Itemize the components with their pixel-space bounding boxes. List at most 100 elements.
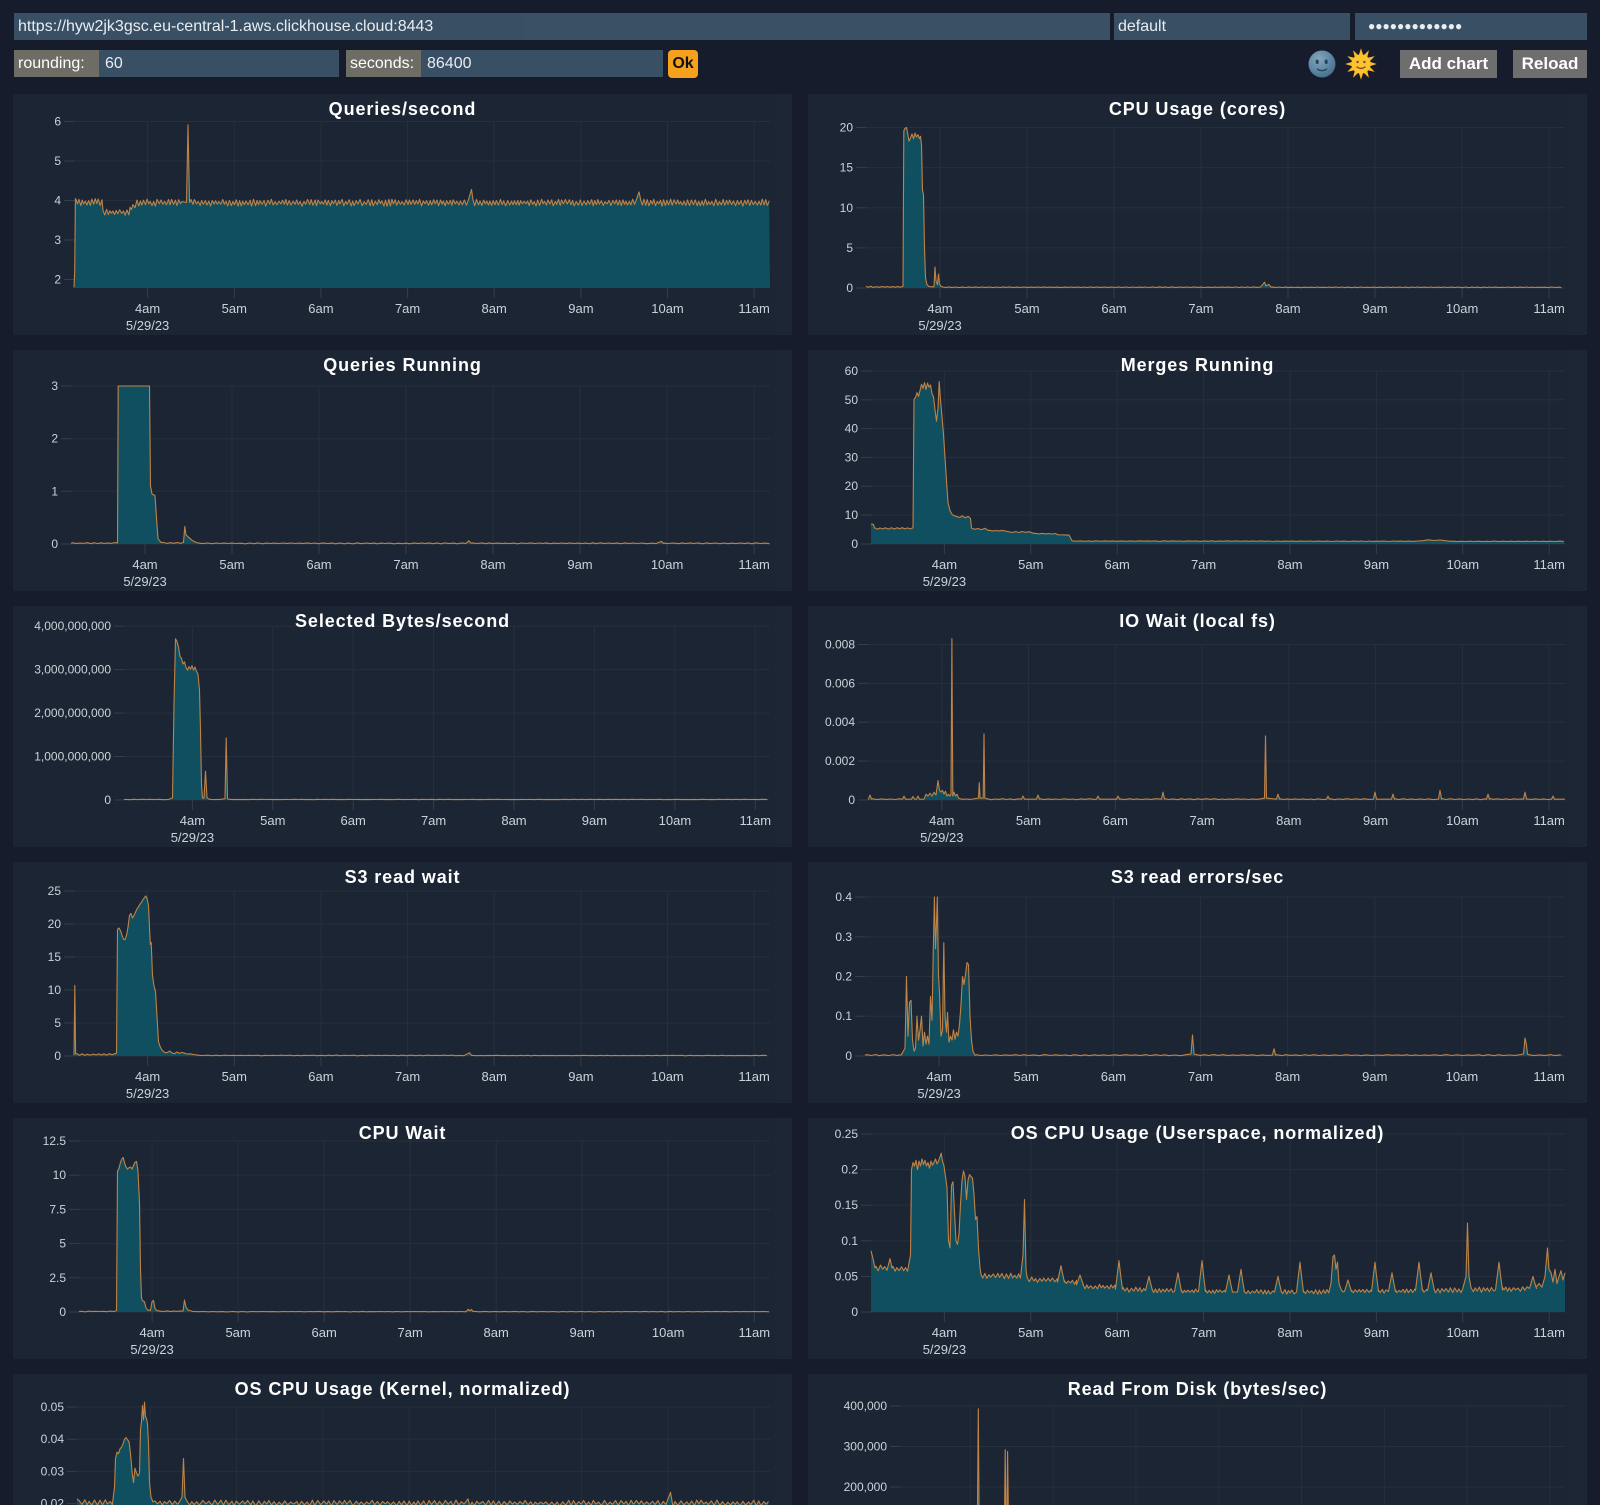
svg-text:6am: 6am: [1103, 813, 1128, 828]
svg-text:20: 20: [845, 479, 859, 493]
svg-text:7am: 7am: [1188, 301, 1213, 316]
svg-text:4am: 4am: [132, 557, 157, 572]
svg-text:5/29/23: 5/29/23: [920, 830, 963, 845]
svg-text:0.002: 0.002: [825, 754, 855, 768]
svg-text:9am: 9am: [568, 301, 593, 316]
svg-text:11am: 11am: [738, 557, 770, 572]
svg-text:8am: 8am: [1277, 557, 1302, 572]
svg-text:6am: 6am: [306, 557, 331, 572]
svg-text:2: 2: [54, 273, 61, 287]
svg-text:40: 40: [845, 422, 859, 436]
svg-text:6am: 6am: [312, 1325, 337, 1340]
svg-text:7am: 7am: [1189, 813, 1214, 828]
svg-text:15: 15: [840, 161, 854, 175]
svg-text:25: 25: [48, 884, 62, 898]
svg-text:0.3: 0.3: [835, 930, 852, 944]
svg-text:5/29/23: 5/29/23: [923, 574, 966, 589]
svg-text:Read From Disk (bytes/sec): Read From Disk (bytes/sec): [1068, 1379, 1327, 1399]
svg-text:5/29/23: 5/29/23: [917, 1086, 960, 1101]
svg-text:6am: 6am: [1101, 1069, 1126, 1084]
svg-text:7am: 7am: [398, 1325, 423, 1340]
svg-text:5/29/23: 5/29/23: [126, 1086, 169, 1101]
svg-text:10am: 10am: [1447, 1325, 1480, 1340]
svg-text:0.008: 0.008: [825, 638, 855, 652]
svg-text:11am: 11am: [1533, 813, 1565, 828]
svg-text:5/29/23: 5/29/23: [918, 318, 961, 333]
svg-text:8am: 8am: [480, 557, 505, 572]
svg-text:2.5: 2.5: [49, 1271, 66, 1285]
svg-text:3,000,000,000: 3,000,000,000: [34, 663, 111, 677]
svg-text:11am: 11am: [1533, 301, 1565, 316]
svg-text:5am: 5am: [225, 1325, 250, 1340]
svg-text:0.25: 0.25: [835, 1127, 859, 1141]
svg-text:S3 read wait: S3 read wait: [345, 867, 461, 887]
svg-text:4: 4: [54, 194, 61, 208]
svg-text:10am: 10am: [652, 1325, 685, 1340]
svg-text:8am: 8am: [482, 301, 507, 316]
svg-text:7.5: 7.5: [49, 1202, 66, 1216]
svg-text:5am: 5am: [1014, 1069, 1039, 1084]
svg-text:5am: 5am: [260, 813, 285, 828]
svg-text:9am: 9am: [1364, 1325, 1389, 1340]
svg-text:5am: 5am: [1016, 813, 1041, 828]
svg-text:0.4: 0.4: [835, 890, 852, 904]
svg-text:4am: 4am: [932, 557, 957, 572]
svg-text:IO Wait (local fs): IO Wait (local fs): [1119, 611, 1276, 631]
svg-text:Selected Bytes/second: Selected Bytes/second: [295, 611, 510, 631]
svg-text:0.03: 0.03: [41, 1464, 65, 1478]
svg-text:5am: 5am: [1018, 1325, 1043, 1340]
svg-text:8am: 8am: [1275, 301, 1300, 316]
svg-text:0: 0: [59, 1305, 66, 1319]
svg-text:5am: 5am: [1014, 301, 1039, 316]
svg-text:15: 15: [48, 950, 62, 964]
svg-text:5/29/23: 5/29/23: [126, 318, 169, 333]
svg-text:9am: 9am: [1362, 301, 1387, 316]
svg-text:8am: 8am: [1277, 1325, 1302, 1340]
svg-text:7am: 7am: [395, 301, 420, 316]
svg-text:4am: 4am: [927, 301, 952, 316]
svg-text:400,000: 400,000: [844, 1399, 888, 1413]
svg-text:0.1: 0.1: [835, 1009, 852, 1023]
svg-text:4am: 4am: [932, 1325, 957, 1340]
svg-text:0.05: 0.05: [41, 1400, 65, 1414]
svg-text:5/29/23: 5/29/23: [923, 1342, 966, 1357]
svg-text:6: 6: [54, 115, 61, 129]
svg-text:10am: 10am: [651, 301, 684, 316]
svg-text:4am: 4am: [926, 1069, 951, 1084]
svg-text:0.15: 0.15: [835, 1198, 859, 1212]
svg-text:20: 20: [840, 121, 854, 135]
svg-text:0: 0: [848, 793, 855, 807]
svg-text:11am: 11am: [738, 1069, 770, 1084]
svg-text:30: 30: [845, 450, 859, 464]
svg-text:0.2: 0.2: [841, 1163, 858, 1177]
svg-text:6am: 6am: [1105, 1325, 1130, 1340]
svg-text:10: 10: [48, 983, 62, 997]
svg-text:1: 1: [51, 484, 58, 498]
svg-text:10am: 10am: [1446, 1069, 1479, 1084]
svg-text:4am: 4am: [180, 813, 205, 828]
svg-text:5am: 5am: [219, 557, 244, 572]
svg-text:7am: 7am: [421, 813, 446, 828]
svg-text:OS CPU Usage (Userspace, norma: OS CPU Usage (Userspace, normalized): [1011, 1123, 1385, 1143]
svg-text:7am: 7am: [1191, 557, 1216, 572]
svg-text:5: 5: [54, 1016, 61, 1030]
svg-text:6am: 6am: [341, 813, 366, 828]
svg-text:Queries Running: Queries Running: [323, 355, 482, 375]
svg-text:8am: 8am: [484, 1325, 509, 1340]
svg-text:2,000,000,000: 2,000,000,000: [34, 706, 111, 720]
svg-text:300,000: 300,000: [844, 1440, 888, 1454]
svg-text:9am: 9am: [582, 813, 607, 828]
svg-text:6am: 6am: [1101, 301, 1126, 316]
svg-text:11am: 11am: [739, 1325, 771, 1340]
svg-text:0.004: 0.004: [825, 715, 855, 729]
svg-text:0.04: 0.04: [41, 1432, 65, 1446]
svg-text:6am: 6am: [308, 1069, 333, 1084]
svg-text:0: 0: [851, 1305, 858, 1319]
svg-text:9am: 9am: [1364, 557, 1389, 572]
svg-text:11am: 11am: [738, 301, 770, 316]
svg-text:11am: 11am: [1533, 1069, 1565, 1084]
svg-text:9am: 9am: [567, 557, 592, 572]
svg-text:0: 0: [846, 281, 853, 295]
svg-text:5am: 5am: [222, 301, 247, 316]
svg-text:CPU Wait: CPU Wait: [359, 1123, 447, 1143]
